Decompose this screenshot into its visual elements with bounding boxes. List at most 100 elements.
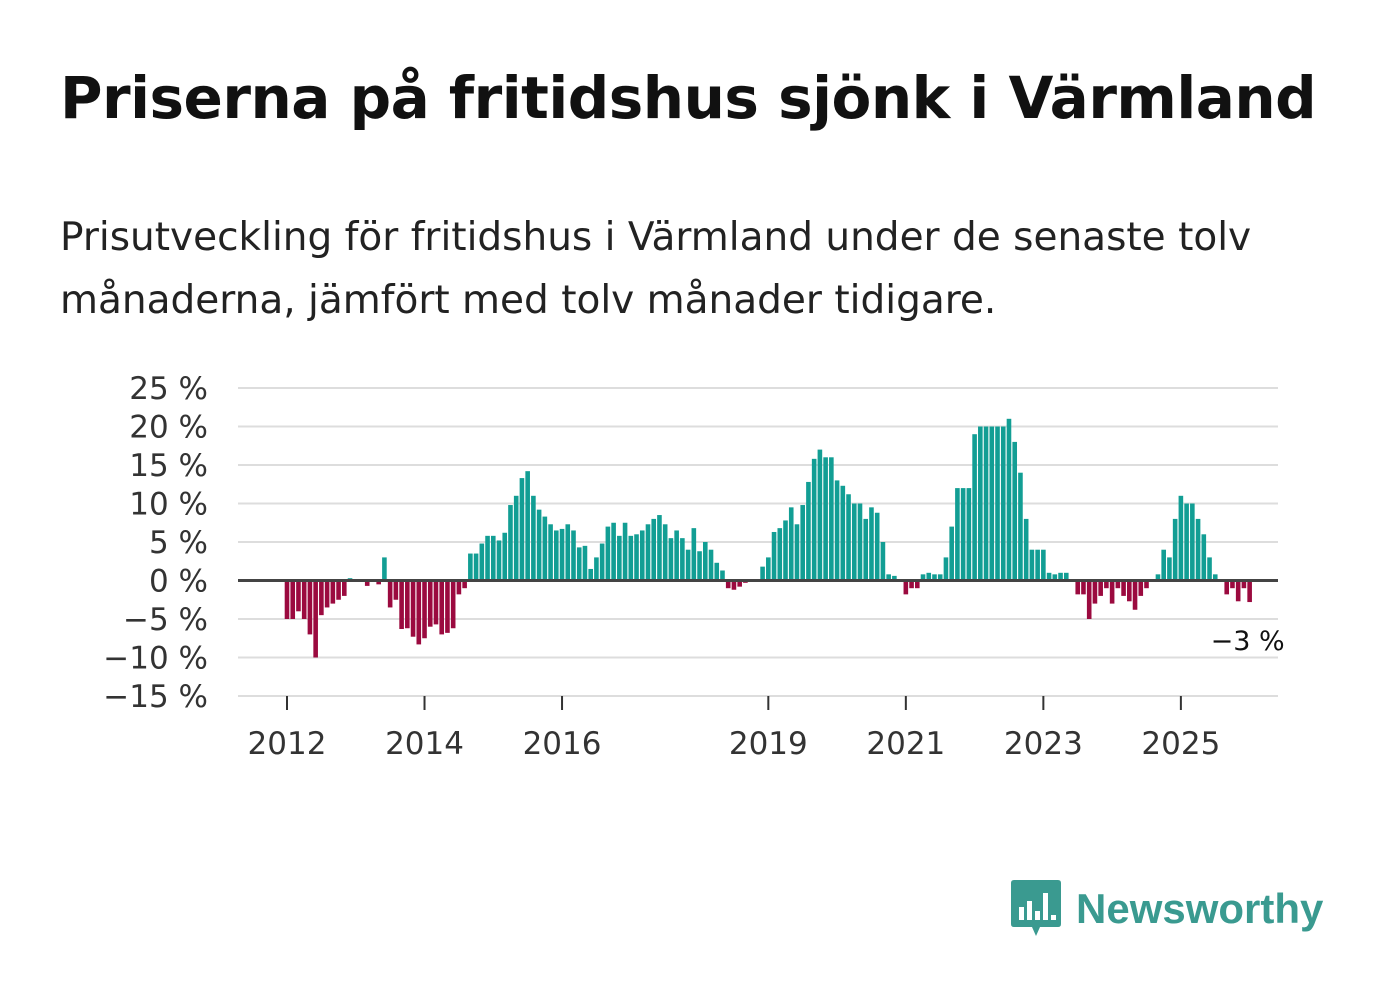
bar: [634, 534, 639, 581]
bar: [1063, 572, 1069, 581]
bar: [559, 528, 565, 581]
bar: [1138, 580, 1144, 596]
bar: [1224, 580, 1230, 595]
bar: [599, 543, 605, 581]
end-value-label: −3 %: [1211, 626, 1285, 657]
y-axis-labels: 25 %20 %15 %10 %5 %0 %−5 %−10 %−15 %: [103, 371, 208, 715]
bar: [605, 526, 611, 581]
bar: [691, 528, 697, 581]
bar: [880, 542, 886, 581]
bar: [571, 530, 576, 581]
bar: [1086, 580, 1092, 619]
bar: [1178, 495, 1184, 581]
bar: [588, 568, 593, 581]
bar: [1121, 580, 1126, 596]
bar: [565, 524, 571, 581]
bar: [920, 574, 926, 581]
bar: [628, 535, 634, 581]
bar: [594, 557, 599, 581]
bar: [989, 426, 995, 581]
bar: [639, 530, 645, 581]
bar: [1098, 580, 1103, 596]
bar: [731, 580, 737, 590]
bar: [874, 512, 880, 581]
bar: [909, 580, 914, 589]
bar: [439, 580, 445, 635]
bar: [857, 503, 863, 581]
newsworthy-logo: Newsworthy: [1010, 878, 1323, 940]
bar: [1212, 574, 1218, 581]
bar: [1035, 549, 1040, 581]
bar: [771, 531, 777, 581]
bar: [840, 485, 846, 581]
bar: [513, 495, 519, 581]
y-tick-label: −10 %: [103, 641, 208, 677]
bar: [342, 580, 347, 596]
bar: [886, 574, 891, 581]
bar: [1127, 580, 1132, 602]
y-tick-label: −5 %: [123, 602, 208, 638]
bar: [1041, 549, 1046, 581]
bar: [800, 505, 805, 581]
chart-subtitle: Prisutveckling för fritidshus i Värmland…: [60, 215, 1252, 323]
bar: [622, 522, 628, 581]
bar: [416, 580, 422, 645]
bar: [817, 449, 823, 581]
bar: [1155, 574, 1161, 581]
bar: [926, 572, 932, 581]
bar: [1207, 557, 1212, 581]
bar: [427, 580, 433, 627]
bar: [674, 530, 679, 581]
bar: [319, 580, 324, 616]
bar: [680, 538, 685, 581]
bar: [662, 524, 668, 581]
bar: [972, 434, 977, 581]
bar: [892, 575, 897, 581]
bar-chart: 25 %20 %15 %10 %5 %0 %−5 %−10 %−15 % 201…: [103, 371, 1285, 762]
bar: [714, 562, 720, 581]
bar: [1132, 580, 1138, 610]
bar: [336, 580, 341, 600]
bar: [296, 580, 301, 612]
bar: [376, 580, 381, 585]
bar: [651, 518, 657, 581]
bar: [324, 580, 330, 608]
bar: [582, 545, 588, 581]
bar: [519, 478, 525, 581]
bar: [1052, 574, 1058, 581]
bar: [1081, 580, 1086, 595]
bar: [978, 426, 983, 581]
bar: [1201, 534, 1207, 581]
x-tick-label: 2012: [248, 726, 327, 762]
y-tick-label: 10 %: [129, 487, 208, 523]
bar: [1029, 549, 1035, 581]
bar: [1184, 503, 1189, 581]
x-tick-label: 2016: [523, 726, 602, 762]
bar: [668, 538, 674, 581]
x-tick-label: 2014: [385, 726, 464, 762]
x-axis: 2012 2014 2016 2019 2021 2023 2025: [248, 696, 1220, 762]
bar: [1161, 549, 1166, 581]
bar: [794, 524, 800, 581]
bar: [364, 580, 370, 586]
bar: [445, 580, 450, 633]
bar: [399, 580, 404, 630]
bar: [1195, 518, 1201, 581]
bar: [468, 553, 473, 581]
bar: [1104, 580, 1109, 589]
bar: [851, 503, 857, 581]
bar: [531, 495, 536, 581]
bar: [542, 516, 548, 581]
bar: [387, 580, 393, 608]
bar: [1144, 580, 1149, 589]
bar: [720, 570, 725, 581]
bars: [284, 418, 1252, 658]
bar: [611, 522, 616, 581]
bar: [960, 488, 966, 581]
bar: [490, 535, 496, 581]
bar: [548, 524, 553, 581]
bar: [1241, 580, 1247, 589]
bar: [1172, 518, 1178, 581]
x-tick-label: 2019: [729, 726, 808, 762]
bar: [462, 580, 467, 589]
